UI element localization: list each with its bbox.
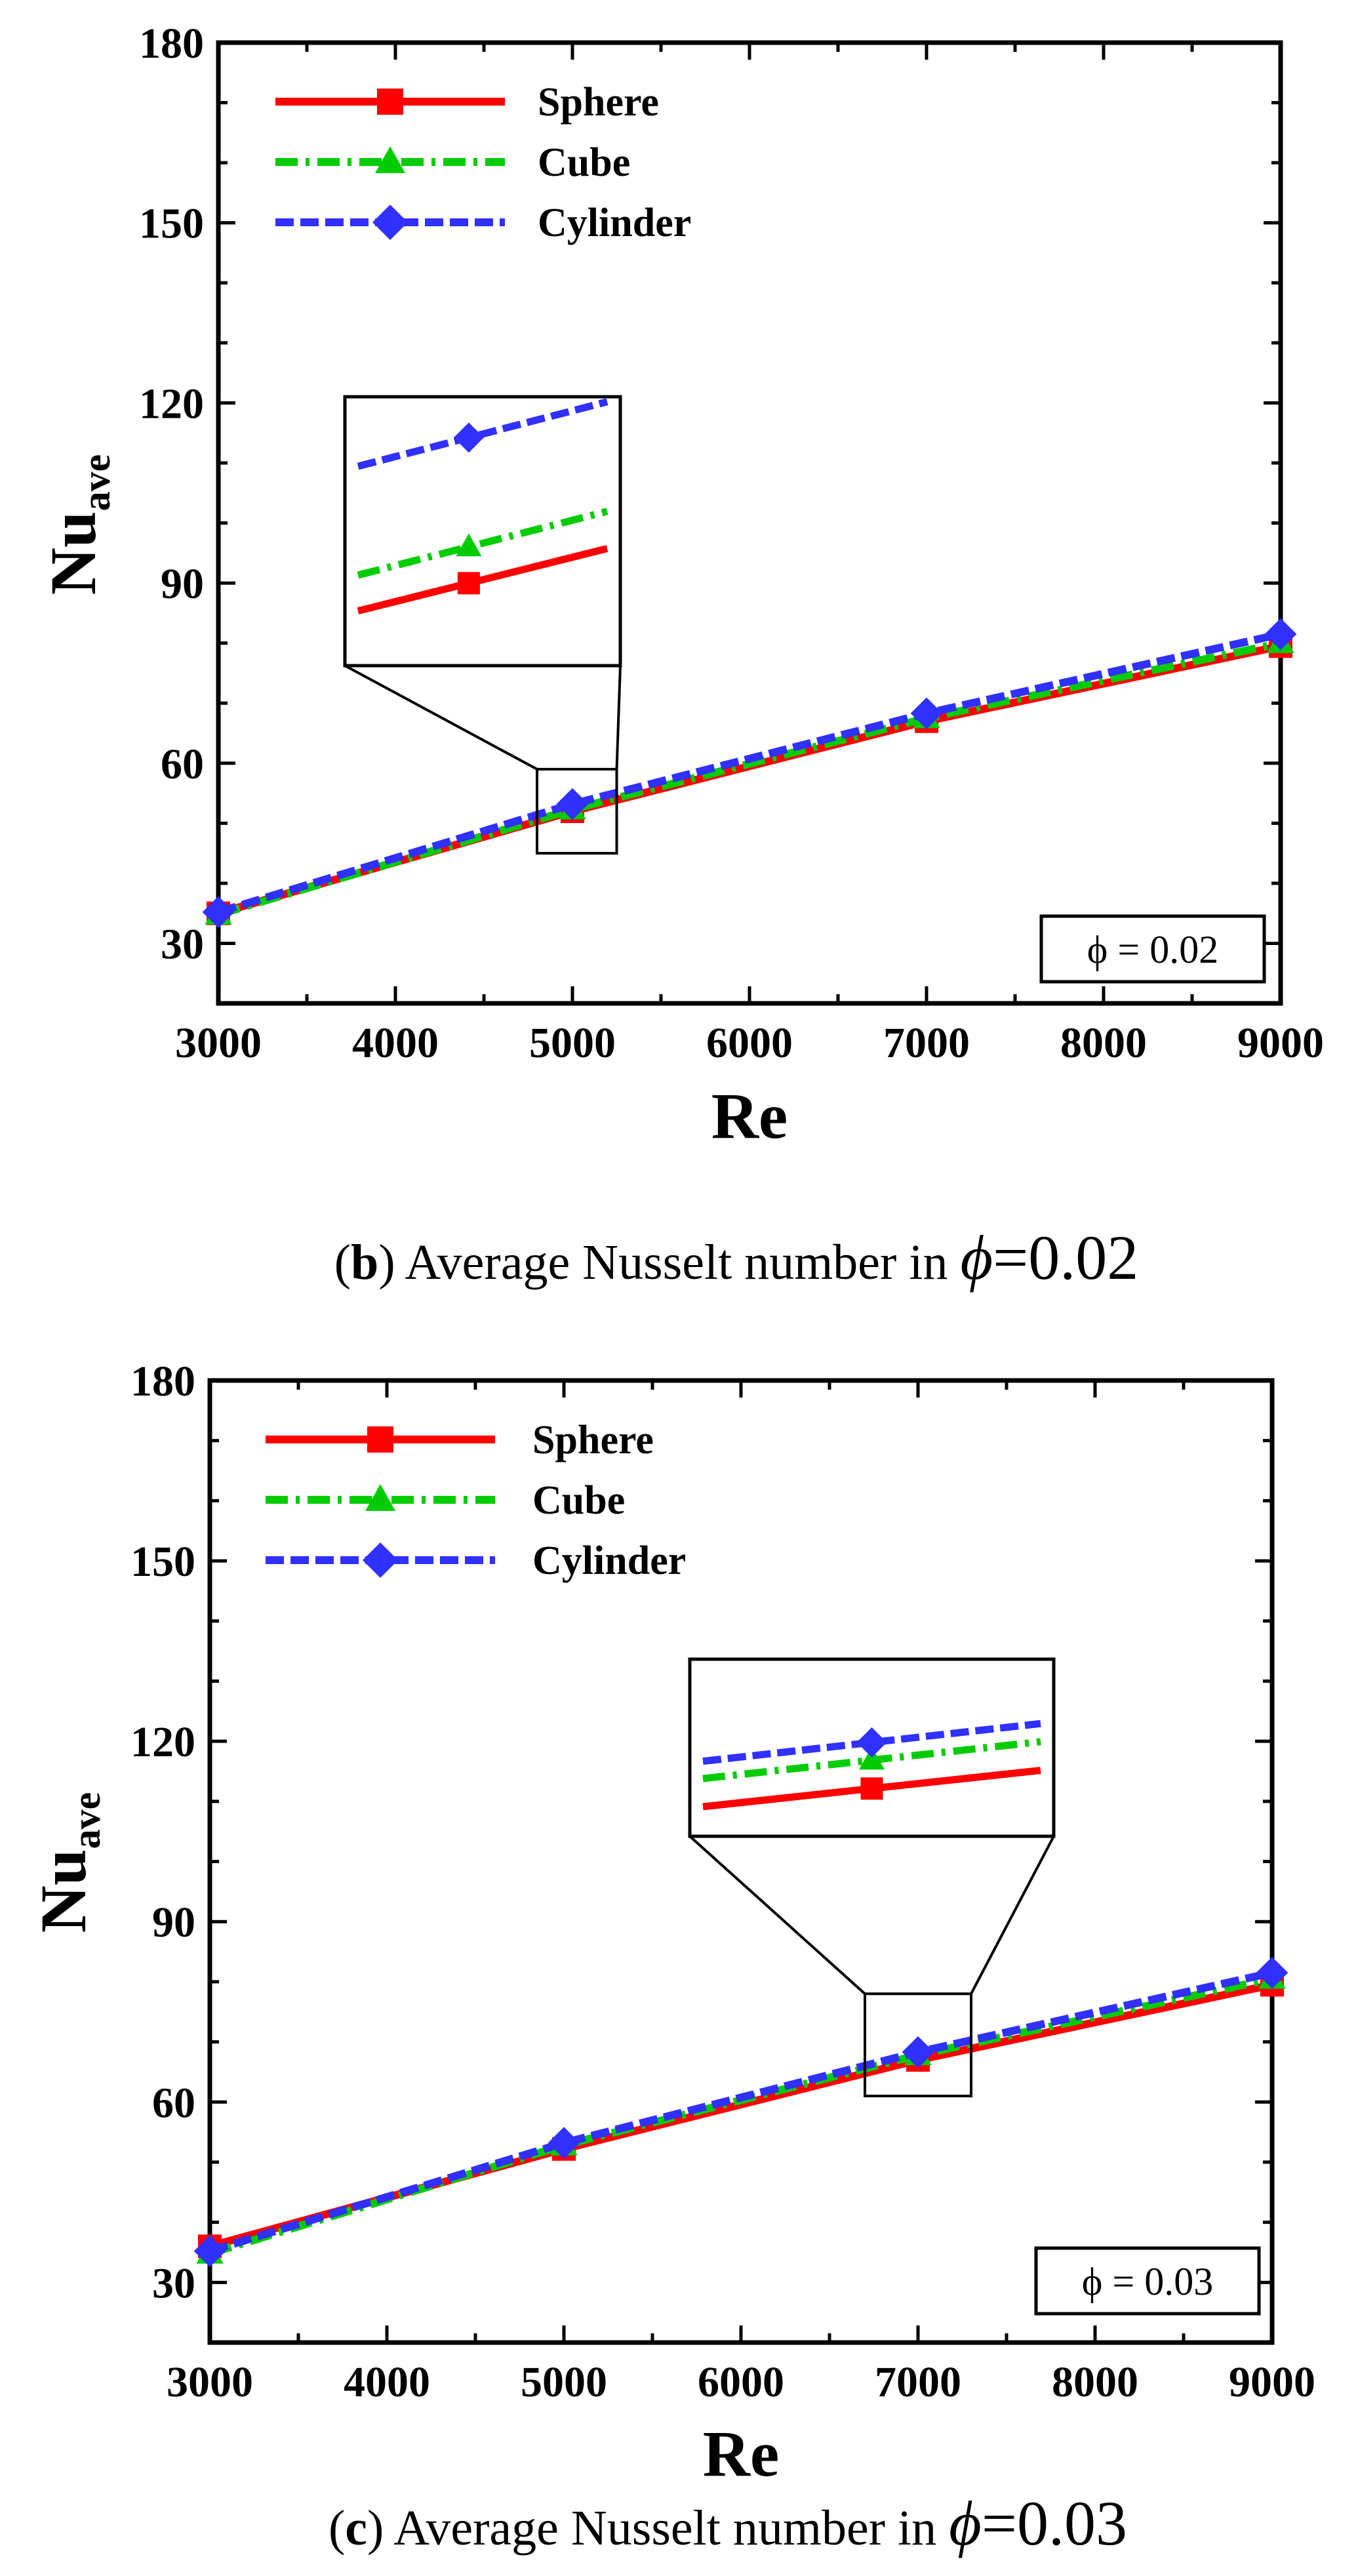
y-axis-title-main: Nu [37, 511, 110, 595]
x-tick-label: 9000 [1237, 1019, 1324, 1067]
legend-label-cube: Cube [532, 1478, 625, 1523]
x-tick-label: 8000 [1060, 1019, 1147, 1067]
caption-value: =0.03 [982, 2488, 1127, 2558]
x-tick-label: 4000 [352, 1019, 439, 1067]
series-line-sphere [217, 642, 1282, 917]
x-tick-label: 3000 [175, 1019, 262, 1067]
legend-marker-cylinder [372, 205, 408, 240]
inset-marker-cylinder [856, 1727, 887, 1758]
inset-connector [689, 1835, 866, 1995]
inset-marker-cube [858, 1746, 885, 1770]
x-tick-label: 3000 [167, 2358, 253, 2406]
inset-marker-cylinder [453, 422, 484, 453]
legend-label-cylinder: Cylinder [532, 1539, 686, 1583]
x-tick-label: 6000 [698, 2358, 784, 2406]
x-tick-label: 5000 [521, 2358, 607, 2406]
y-axis-title-sub: ave [75, 454, 118, 512]
y-tick-label: 90 [161, 560, 204, 608]
caption-letter: c [345, 2501, 367, 2556]
caption-text: ) Average Nusselt number in [367, 2501, 949, 2556]
x-tick-label: 7000 [883, 1019, 970, 1067]
data-point-cylinder [1264, 618, 1297, 651]
inset-marker-cube [456, 533, 482, 557]
zoom-region [536, 767, 618, 855]
inset-line-cylinder [702, 1720, 1041, 1765]
legend-marker-sphere [367, 1426, 393, 1453]
data-point-cylinder [556, 788, 589, 820]
phi-annotation: ϕ = 0.02 [1087, 928, 1218, 971]
inset-line-cube [357, 508, 609, 579]
legend-label-cube: Cube [538, 140, 630, 185]
inset-line-sphere [357, 545, 609, 614]
y-axis-title-sub: ave [65, 1792, 108, 1849]
plot-frame [207, 1378, 1275, 2345]
data-point-cylinder [1256, 1956, 1288, 1989]
x-axis-title: Re [703, 2417, 780, 2490]
inset-connector [344, 664, 538, 771]
x-tick-label: 4000 [344, 2358, 430, 2406]
phi-annotation: ϕ = 0.03 [1082, 2260, 1213, 2303]
legend-label-sphere: Sphere [532, 1418, 654, 1462]
x-tick-label: 6000 [706, 1019, 793, 1067]
inset-box [343, 395, 622, 668]
y-tick-label: 150 [130, 1538, 195, 1586]
caption-paren: ( [334, 1235, 351, 1290]
y-tick-label: 30 [161, 920, 204, 968]
legend-label-sphere: Sphere [538, 80, 659, 125]
inset-connector [615, 665, 622, 769]
phi-annotation-box [1039, 914, 1266, 984]
figure-caption-b: (b) Average Nusselt number in ϕ=0.02 [334, 1222, 1139, 1293]
phi-annotation-box [1034, 2246, 1261, 2316]
data-point-cylinder [910, 697, 943, 730]
data-point-cylinder [202, 896, 235, 929]
caption-phi: ϕ [949, 2488, 982, 2558]
y-tick-label: 180 [139, 20, 204, 68]
data-point-cylinder [193, 2235, 226, 2267]
data-point-cylinder [548, 2127, 580, 2159]
x-tick-label: 9000 [1229, 2358, 1315, 2406]
y-axis-title-main: Nu [27, 1849, 100, 1933]
data-point-cylinder [902, 2036, 934, 2068]
chart-panel-c: 3000 4000 5000 6000 7000 8000 9000 30 60 90 120 150… [27, 1358, 1315, 2558]
y-tick-label: 90 [152, 1899, 195, 1946]
chart-panel-b: 3000 4000 5000 6000 7000 8000 9000 30 60 90 120 150… [37, 20, 1324, 1293]
series-line-sphere [209, 1981, 1273, 2251]
caption-text: ) Average Nusselt number in [378, 1235, 960, 1290]
caption-value: =0.02 [993, 1222, 1138, 1293]
x-axis-title: Re [711, 1079, 788, 1152]
y-tick-label: 30 [152, 2259, 195, 2307]
y-tick-label: 120 [139, 380, 204, 428]
inset-line-cylinder [357, 398, 609, 470]
legend-marker-cube [375, 146, 405, 173]
legend-marker-cylinder [363, 1542, 398, 1578]
inset-marker-sphere [457, 572, 480, 595]
series-line-cylinder [217, 630, 1282, 916]
caption-paren: ( [329, 2501, 345, 2556]
x-tick-label: 8000 [1052, 2358, 1138, 2406]
caption-letter: b [351, 1235, 378, 1290]
legend-marker-cube [365, 1484, 395, 1511]
series-line-cylinder [209, 1969, 1273, 2255]
y-tick-label: 60 [161, 740, 204, 788]
y-axis-title: Nuave [37, 454, 118, 595]
x-tick-label: 7000 [875, 2358, 961, 2406]
y-tick-label: 150 [139, 200, 204, 248]
y-tick-label: 60 [152, 2079, 195, 2127]
caption-phi: ϕ [960, 1222, 993, 1293]
legend-label-cylinder: Cylinder [538, 201, 691, 245]
inset-connector [970, 1836, 1055, 1995]
figure-caption-c: (c) Average Nusselt number in ϕ=0.03 [329, 2488, 1127, 2558]
y-tick-label: 180 [130, 1358, 195, 1405]
inset-marker-sphere [860, 1777, 883, 1800]
y-tick-label: 120 [130, 1718, 195, 1766]
y-axis-title: Nuave [27, 1792, 108, 1933]
x-tick-label: 5000 [529, 1019, 616, 1067]
legend-marker-sphere [377, 89, 403, 115]
zoom-region [864, 1992, 972, 2098]
